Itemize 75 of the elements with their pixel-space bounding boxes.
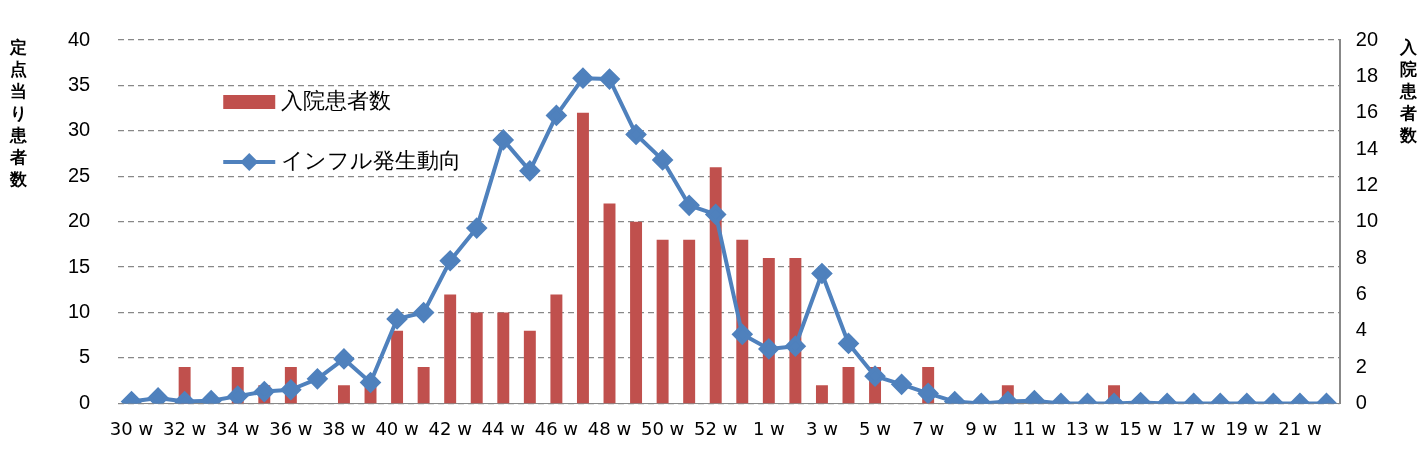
- point: [599, 69, 620, 90]
- point: [466, 218, 487, 239]
- x-tick-label: 46 w: [534, 417, 579, 439]
- point: [572, 68, 593, 89]
- y-tick-label: 40: [68, 27, 91, 50]
- bar: [444, 294, 457, 404]
- y2-tick-label: 18: [1355, 63, 1378, 86]
- x-tick-label: 52 w: [694, 417, 738, 439]
- point: [546, 105, 567, 126]
- x-tick-label: 13 w: [1065, 417, 1110, 439]
- x-tick-label: 17 w: [1172, 417, 1216, 439]
- x-tick-label: 32 w: [162, 417, 207, 439]
- bar: [391, 330, 404, 404]
- legend-label: インフル発生動向: [281, 147, 462, 173]
- bar: [550, 294, 563, 404]
- x-tick-label: 30 w: [109, 417, 154, 439]
- x-tick-label: 48 w: [587, 417, 632, 439]
- x-tick-label: 3 w: [805, 417, 838, 439]
- point: [440, 250, 461, 271]
- bar: [683, 239, 696, 404]
- point: [493, 129, 514, 150]
- bar: [603, 203, 616, 404]
- y-tick-label: 35: [68, 72, 91, 95]
- y-tick-label: 25: [68, 163, 91, 186]
- y-tick-label: 20: [68, 209, 91, 232]
- y-tick-label: 15: [68, 254, 91, 277]
- x-tick-label: 50 w: [640, 417, 685, 439]
- legend-label: 入院患者数: [281, 87, 392, 113]
- x-tick-label: 1 w: [752, 417, 785, 439]
- y2-tick-label: 4: [1355, 318, 1367, 341]
- point: [626, 124, 647, 145]
- bar: [497, 312, 510, 404]
- y2-tick-label: 2: [1355, 354, 1367, 377]
- bar: [470, 312, 483, 404]
- y2-tick-label: 16: [1355, 100, 1378, 123]
- point: [148, 387, 169, 404]
- bar: [523, 330, 536, 404]
- bar: [417, 367, 430, 404]
- x-tick-label: 11 w: [1012, 417, 1057, 439]
- bar: [337, 385, 350, 404]
- y2-tick-label: 10: [1355, 209, 1378, 232]
- y2-tick-label: 8: [1355, 245, 1367, 268]
- y-tick-label: 5: [79, 345, 91, 368]
- bar: [656, 239, 669, 404]
- x-tick-label: 34 w: [216, 417, 260, 439]
- y-tick-label: 30: [68, 118, 91, 141]
- y2-tick-label: 20: [1355, 27, 1378, 50]
- y-axis-title: 定点当り患者数: [8, 36, 28, 190]
- point: [519, 160, 540, 181]
- x-tick-label: 15 w: [1118, 417, 1163, 439]
- y-tick-label: 0: [79, 390, 91, 413]
- y2-axis-title: 入院患者数: [1398, 36, 1418, 146]
- x-tick-label: 40 w: [375, 417, 419, 439]
- x-tick-label: 9 w: [965, 417, 998, 439]
- point: [652, 149, 673, 170]
- x-tick-label: 19 w: [1225, 417, 1269, 439]
- y-tick-label: 10: [68, 300, 91, 323]
- y2-tick-label: 6: [1355, 281, 1367, 304]
- bar: [709, 167, 722, 404]
- point: [679, 195, 700, 216]
- x-tick-label: 21 w: [1278, 417, 1322, 439]
- bar: [630, 221, 643, 404]
- x-tick-label: 44 w: [481, 417, 525, 439]
- y2-tick-label: 0: [1355, 390, 1367, 413]
- bar: [576, 112, 589, 404]
- y2-tick-label: 14: [1355, 136, 1378, 159]
- bar: [815, 385, 828, 404]
- bar: [842, 367, 855, 404]
- x-tick-label: 7 w: [912, 417, 945, 439]
- x-tick-label: 5 w: [859, 417, 891, 439]
- x-tick-label: 36 w: [269, 417, 313, 439]
- x-tick-label: 42 w: [428, 417, 472, 439]
- point: [705, 204, 726, 225]
- x-tick-label: 38 w: [322, 417, 366, 439]
- y2-tick-label: 12: [1355, 172, 1378, 195]
